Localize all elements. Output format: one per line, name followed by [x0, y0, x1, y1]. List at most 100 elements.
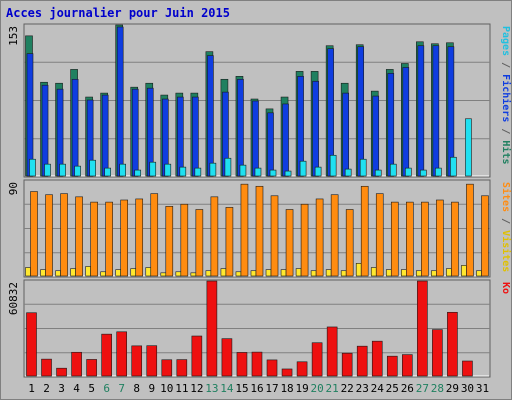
bar-ko — [386, 355, 398, 377]
day-label: 12 — [190, 382, 203, 395]
bar-sites — [235, 271, 242, 277]
day-label: 6 — [103, 382, 110, 395]
bar-fichiers — [41, 84, 49, 177]
bar-ko — [221, 338, 233, 377]
axis-label-part: Fichiers — [500, 74, 512, 122]
bar-fichiers — [312, 80, 319, 177]
bar-pages — [299, 160, 307, 177]
day-label: 14 — [220, 382, 234, 395]
bar-fichiers — [237, 78, 244, 177]
bar-sites — [355, 263, 362, 277]
bar-pages — [104, 167, 111, 177]
day-label: 30 — [461, 382, 474, 395]
axis-label-visits: Sites / Visites — [500, 182, 512, 272]
max-value-label: 153 — [7, 26, 20, 46]
bar-pages — [465, 118, 472, 177]
bar-sites — [40, 269, 46, 277]
bar-visites — [436, 199, 444, 277]
day-label: 28 — [431, 382, 444, 395]
bar-fichiers — [56, 88, 64, 177]
bar-fichiers — [252, 100, 259, 177]
day-label: 24 — [371, 382, 385, 395]
bar-visites — [345, 209, 354, 277]
bar-visites — [390, 201, 399, 277]
bar-fichiers — [342, 92, 349, 177]
axis-label-separator: / — [500, 212, 511, 230]
bar-visites — [210, 196, 219, 277]
bar-sites — [160, 272, 167, 277]
bar-visites — [466, 183, 474, 277]
bar-fichiers — [71, 78, 79, 177]
bar-ko — [341, 352, 353, 377]
bar-pages — [224, 157, 232, 177]
bar-ko — [462, 360, 473, 377]
bar-fichiers — [267, 112, 274, 177]
bar-sites — [205, 270, 212, 277]
chart-title: Acces journalier pour Juin 2015 — [6, 6, 230, 20]
day-label: 19 — [295, 382, 308, 395]
bar-visites — [195, 209, 204, 277]
bar-ko — [176, 359, 188, 377]
bar-pages — [164, 163, 172, 177]
bar-ko — [161, 359, 173, 377]
day-label: 27 — [416, 382, 429, 395]
bar-visites — [165, 206, 174, 277]
bar-visites — [30, 191, 38, 277]
bar-sites — [431, 270, 437, 277]
bar-ko — [86, 359, 97, 377]
bar-sites — [385, 269, 392, 277]
bar-sites — [446, 268, 452, 277]
bar-visites — [60, 193, 68, 277]
day-label: 15 — [235, 382, 248, 395]
bar-ko — [371, 340, 383, 377]
bar-sites — [340, 270, 347, 277]
day-label: 1 — [28, 382, 35, 395]
day-label: 26 — [401, 382, 414, 395]
bar-pages — [269, 169, 277, 177]
axis-label-part: Pages — [500, 26, 511, 56]
bar-ko — [296, 361, 308, 377]
day-label: 31 — [476, 382, 489, 395]
bar-fichiers — [432, 45, 440, 177]
bar-pages — [194, 167, 202, 177]
bar-visites — [90, 201, 98, 277]
bar-visites — [240, 183, 249, 277]
bar-ko — [251, 351, 263, 377]
axis-label-traffic: Pages / Fichiers / Hits — [500, 26, 512, 165]
bar-pages — [59, 163, 66, 177]
day-label: 18 — [280, 382, 293, 395]
bar-visites — [300, 203, 309, 277]
axis-label-separator: / — [500, 56, 511, 74]
bar-sites — [416, 270, 422, 277]
bar-fichiers — [372, 95, 380, 177]
bar-visites — [180, 203, 189, 277]
bar-pages — [29, 158, 36, 177]
panel-traffic: 153 Pages / Fichiers / Hits — [7, 23, 512, 178]
day-label: 29 — [446, 382, 459, 395]
bar-pages — [44, 163, 51, 177]
bar-visites — [120, 199, 128, 277]
bar-pages — [209, 162, 217, 177]
bar-pages — [149, 161, 157, 177]
bar-fichiers — [402, 67, 410, 177]
bar-fichiers — [116, 26, 124, 177]
bar-fichiers — [447, 46, 455, 177]
bar-ko — [356, 345, 368, 377]
bar-ko — [26, 312, 37, 377]
day-label: 11 — [175, 382, 188, 395]
bar-sites — [100, 271, 106, 277]
bar-pages — [74, 165, 81, 177]
bar-fichiers — [387, 73, 395, 177]
day-label: 13 — [205, 382, 218, 395]
bar-visites — [285, 209, 294, 277]
bar-pages — [134, 169, 142, 177]
day-label: 22 — [341, 382, 354, 395]
bar-pages — [89, 159, 96, 177]
bar-sites — [145, 267, 152, 277]
bar-visites — [330, 194, 339, 277]
bar-ko — [266, 359, 278, 377]
bar-sites — [175, 271, 182, 277]
day-label: 21 — [326, 382, 339, 395]
bar-visites — [360, 185, 369, 277]
day-label: 7 — [118, 382, 125, 395]
